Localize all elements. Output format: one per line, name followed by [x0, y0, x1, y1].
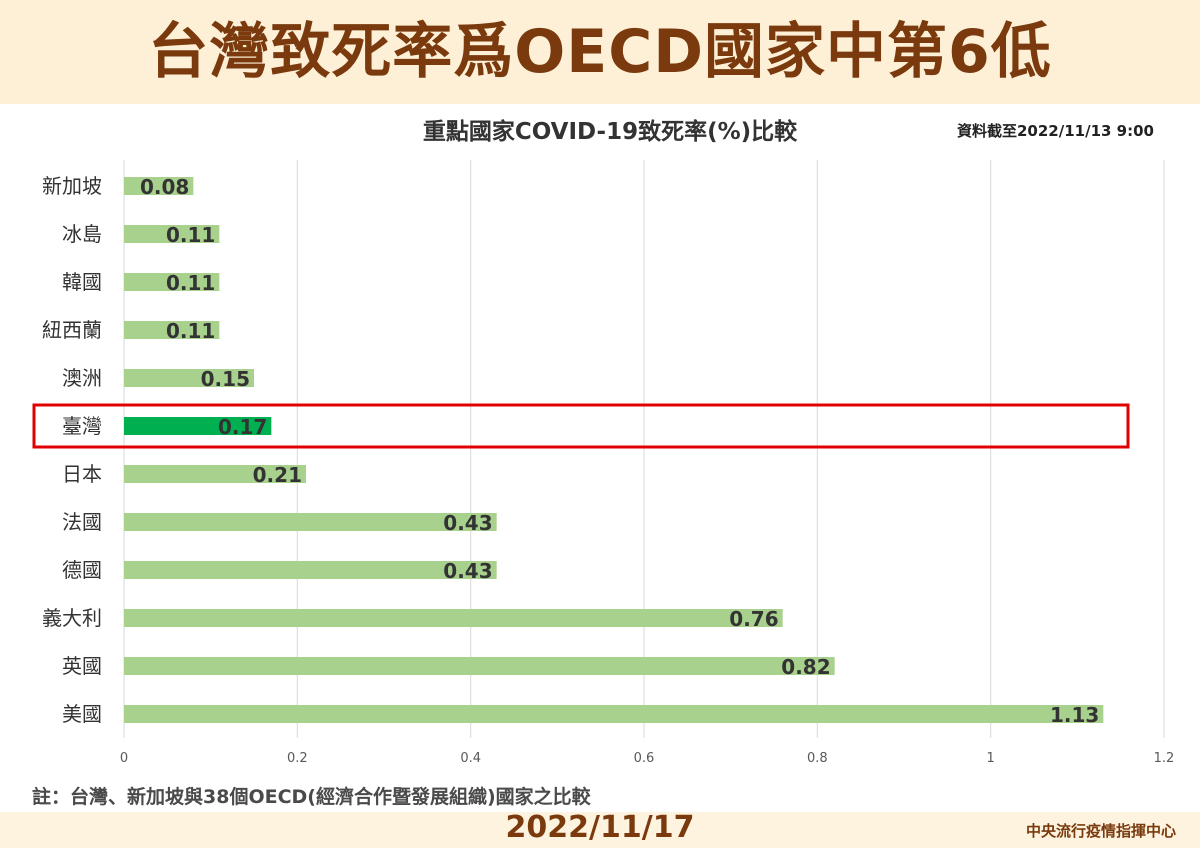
publish-date: 2022/11/17	[505, 810, 695, 845]
data-date: 資料截至2022/11/13 9:00	[957, 122, 1154, 140]
category-label: 冰島	[62, 222, 102, 246]
bar	[124, 273, 220, 291]
x-tick-label: 0.6	[634, 751, 655, 766]
bar	[124, 705, 1104, 723]
highlight-box	[32, 403, 1130, 449]
data-label: 0.11	[166, 319, 215, 343]
category-label: 韓國	[62, 270, 102, 294]
x-tick-label: 1.2	[1154, 751, 1175, 766]
x-tick-label: 1	[987, 751, 995, 766]
bar	[124, 561, 497, 579]
bar	[124, 513, 497, 531]
bar	[124, 657, 835, 675]
data-label: 1.13	[1050, 703, 1099, 727]
data-label: 0.15	[201, 367, 250, 391]
category-label: 美國	[62, 702, 102, 726]
chart-title: 重點國家COVID-19致死率(%)比較	[422, 119, 798, 145]
data-label: 0.08	[140, 175, 189, 199]
bar	[124, 177, 194, 195]
data-label: 0.43	[443, 559, 492, 583]
page-title: 台灣致死率爲OECD國家中第6低	[148, 17, 1052, 87]
category-label: 澳洲	[62, 366, 102, 390]
organization-name: 中央流行疫情指揮中心	[1025, 822, 1176, 840]
data-label: 0.43	[443, 511, 492, 535]
category-label: 新加坡	[42, 174, 102, 198]
data-label: 0.11	[166, 271, 215, 295]
x-tick-label: 0.4	[460, 751, 481, 766]
category-label: 法國	[62, 510, 102, 534]
header-band	[0, 0, 1200, 104]
category-label: 紐西蘭	[42, 318, 102, 342]
data-label: 0.76	[729, 607, 778, 631]
category-label: 臺灣	[62, 414, 102, 438]
x-tick-label: 0	[120, 751, 128, 766]
bar	[124, 321, 220, 339]
chart-panel	[0, 104, 1200, 812]
category-label: 義大利	[42, 606, 102, 630]
bar	[124, 417, 272, 435]
x-tick-label: 0.2	[287, 751, 308, 766]
data-label: 0.11	[166, 223, 215, 247]
data-label: 0.17	[218, 415, 267, 439]
bar	[124, 609, 783, 627]
bar	[124, 465, 306, 483]
category-label: 德國	[62, 558, 102, 582]
bar	[124, 225, 220, 243]
bar	[124, 369, 254, 387]
data-label: 0.82	[781, 655, 830, 679]
footnote: 註：台灣、新加坡與38個OECD(經濟合作暨發展組織)國家之比較	[32, 786, 591, 808]
data-label: 0.21	[253, 463, 302, 487]
x-tick-label: 0.8	[807, 751, 828, 766]
category-label: 英國	[62, 654, 102, 678]
category-label: 日本	[62, 462, 102, 486]
